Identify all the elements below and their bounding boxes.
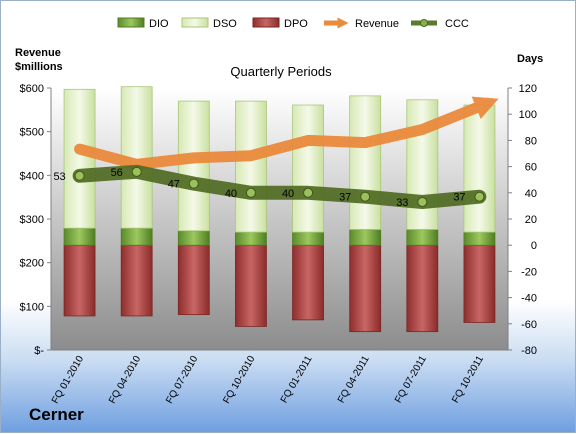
- legend-dio-label: DIO: [149, 18, 169, 30]
- left-tick-label: $200: [20, 258, 44, 270]
- dio-bar: [349, 229, 382, 246]
- right-tick-label: 20: [525, 214, 537, 226]
- dpo-bar: [463, 244, 496, 323]
- right-tick-label: -40: [521, 293, 537, 305]
- x-tick-label: FQ 07-2010: [164, 354, 200, 406]
- revenue-line: [74, 96, 499, 170]
- dso-bar: [292, 104, 324, 233]
- x-tick-label: FQ 04-2011: [336, 354, 372, 405]
- left-axis-label-line2: $millions: [15, 61, 63, 73]
- bars: [63, 86, 496, 333]
- ccc-data-label: 37: [453, 192, 465, 204]
- right-axis-label: Days: [517, 53, 543, 65]
- right-tick-label: -20: [521, 266, 537, 278]
- ccc-point: [474, 191, 485, 202]
- dio-bar: [406, 229, 439, 246]
- ccc-point: [131, 166, 142, 177]
- dpo-bar: [177, 244, 210, 316]
- right-tick-label: 60: [525, 162, 537, 174]
- ccc-data-label: 40: [282, 188, 294, 200]
- dso-bar: [349, 95, 382, 230]
- left-tick-label: $100: [20, 301, 44, 313]
- right-tick-label: 0: [531, 240, 537, 252]
- legend-revenue-label: Revenue: [355, 18, 399, 30]
- x-axis-labels: FQ 01-2010 FQ 04-2010 FQ 07-2010 FQ 10-2010…: [50, 354, 486, 406]
- right-tick-label: 40: [525, 188, 537, 200]
- dio-bar: [120, 227, 153, 246]
- dio-bar: [235, 231, 267, 246]
- ccc-data-label: 53: [53, 171, 65, 183]
- dpo-bar: [63, 244, 96, 317]
- dio-bar: [463, 231, 496, 246]
- company-title: Cerner: [29, 405, 84, 424]
- dpo-bar: [349, 244, 382, 333]
- left-tick-label: $600: [20, 83, 44, 95]
- x-tick-label: FQ 01-2011: [279, 354, 315, 405]
- ccc-point: [245, 187, 256, 198]
- ccc-data-label: 47: [168, 179, 180, 191]
- left-axis-ticks: $- $100 $200 $300 $400 $500 $600: [20, 83, 51, 357]
- ccc-point: [303, 187, 314, 198]
- dpo-bar: [235, 244, 267, 327]
- legend-dso-label: DSO: [213, 18, 237, 30]
- dio-bar: [292, 231, 324, 246]
- legend-dpo-label: DPO: [284, 18, 308, 30]
- left-tick-label: $500: [20, 127, 44, 139]
- right-axis-ticks: -80 -60 -40 -20 0 20 40 60 80 100 120: [508, 83, 537, 357]
- dso-bar: [177, 100, 210, 232]
- dpo-bar: [120, 244, 153, 317]
- ccc-data-label: 37: [339, 192, 351, 204]
- ccc-data-label: 56: [111, 167, 123, 179]
- legend-dio-swatch: [117, 17, 145, 28]
- dpo-bar: [292, 244, 324, 321]
- left-axis-label-line1: Revenue: [15, 47, 61, 59]
- x-tick-label: FQ 01-2010: [50, 354, 86, 406]
- left-tick-label: $400: [20, 170, 44, 182]
- ccc-point: [417, 196, 428, 207]
- right-tick-label: -60: [521, 319, 537, 331]
- dio-bar: [177, 230, 210, 246]
- legend-dpo-swatch: [252, 17, 280, 28]
- ccc-point: [188, 178, 199, 189]
- lines: 53 56 47 40 40 37 33 37: [53, 96, 499, 209]
- right-tick-label: -80: [521, 345, 537, 357]
- legend-ccc-marker: [420, 19, 428, 27]
- x-tick-label: FQ 10-2011: [450, 354, 486, 405]
- chart-title: Quarterly Periods: [230, 64, 332, 79]
- legend-ccc-label: CCC: [445, 18, 469, 30]
- x-tick-label: FQ 07-2011: [393, 354, 429, 405]
- ccc-point: [74, 170, 85, 181]
- x-tick-label: FQ 04-2010: [107, 354, 143, 406]
- ccc-point: [360, 191, 371, 202]
- x-tick-label: FQ 10-2010: [221, 354, 257, 406]
- left-tick-label: $300: [20, 214, 44, 226]
- ccc-data-label: 40: [225, 188, 237, 200]
- dso-bar: [463, 104, 496, 233]
- legend: DIO DSO DPO Revenue CCC: [117, 17, 469, 30]
- right-tick-label: 120: [519, 83, 537, 95]
- ccc-data-label: 33: [396, 197, 408, 209]
- right-tick-label: 80: [525, 135, 537, 147]
- ccc-line: [72, 164, 487, 209]
- left-tick-label: $-: [34, 345, 44, 357]
- dso-bar: [235, 100, 267, 233]
- right-tick-label: 100: [519, 109, 537, 121]
- dio-bar: [63, 227, 96, 246]
- dso-bar: [63, 88, 96, 229]
- legend-dso-swatch: [181, 17, 209, 28]
- dpo-bar: [406, 244, 439, 333]
